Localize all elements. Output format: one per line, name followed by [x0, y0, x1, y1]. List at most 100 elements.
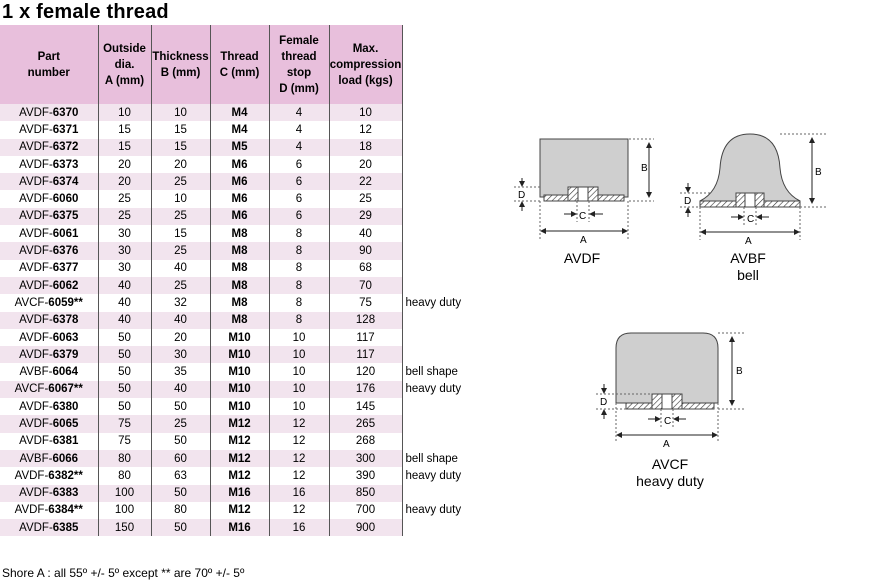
max-load-cell: 70 [328, 276, 402, 295]
thread-cell: M6 [209, 190, 269, 208]
avbf-body [699, 133, 801, 202]
table-row: AVDF-6061 30 15 M8 8 40 [0, 225, 492, 243]
thickness-cell: 50 [150, 484, 210, 502]
thickness-cell: 20 [150, 328, 210, 347]
max-load-cell: 18 [328, 138, 402, 156]
outside-dia-cell: 20 [97, 155, 151, 174]
table-body: AVDF-6370 10 10 M4 4 10 AVDF-6371 15 15 M4 4 12 AVDF… [0, 104, 492, 537]
thread-stop-cell: 10 [268, 380, 329, 399]
part-number-cell: AVDF-6373 [0, 155, 98, 174]
note-cell: bell shape [401, 363, 492, 381]
thread-cell: M10 [209, 328, 269, 347]
thickness-cell: 50 [150, 398, 210, 416]
avdf-dim-d: D [518, 190, 525, 201]
max-load-cell: 90 [328, 242, 402, 260]
part-number-cell: AVDF-6381 [0, 432, 98, 450]
spec-table: Part number Outside dia. A (mm) Thickness B … [0, 25, 492, 537]
avbf-diagram: B D C A [680, 133, 826, 247]
part-number-cell: AVDF-6065 [0, 415, 98, 433]
table-row: AVDF-6377 30 40 M8 8 68 [0, 259, 492, 277]
outside-dia-cell: 25 [97, 190, 151, 208]
outside-dia-cell: 50 [97, 398, 151, 416]
note-cell [401, 173, 492, 191]
thread-stop-cell: 12 [268, 432, 329, 450]
table-row: AVDF-6375 25 25 M6 6 29 [0, 207, 492, 226]
max-load-cell: 12 [328, 121, 402, 139]
table-row: AVDF-6381 75 50 M12 12 268 [0, 432, 492, 450]
note-cell [401, 190, 492, 208]
thread-cell: M4 [209, 104, 269, 122]
outside-dia-cell: 80 [97, 467, 151, 485]
max-load-cell: 68 [328, 259, 402, 277]
max-load-cell: 300 [328, 449, 402, 468]
avcf-label: AVCF heavy duty [636, 456, 704, 489]
max-load-cell: 390 [328, 467, 402, 485]
thickness-cell: 25 [150, 173, 210, 191]
avcf-diagram: B D C A [596, 332, 746, 450]
thread-stop-cell: 12 [268, 449, 329, 468]
thickness-cell: 25 [150, 276, 210, 295]
max-load-cell: 117 [328, 328, 402, 347]
thickness-cell: 15 [150, 225, 210, 243]
note-cell [401, 519, 492, 537]
part-number-cell: AVDF-6383 [0, 484, 98, 502]
thread-cell: M6 [209, 207, 269, 226]
thread-cell: M12 [209, 449, 269, 468]
table-row: AVDF-6372 15 15 M5 4 18 [0, 138, 492, 156]
thread-cell: M10 [209, 380, 269, 399]
avcf-body [615, 332, 719, 404]
table-row: AVDF-6385 150 50 M16 16 900 [0, 519, 492, 537]
outside-dia-cell: 80 [97, 449, 151, 468]
outside-dia-cell: 25 [97, 207, 151, 226]
part-number-cell: AVDF-6374 [0, 173, 98, 191]
thread-cell: M4 [209, 121, 269, 139]
max-load-cell: 268 [328, 432, 402, 450]
outside-dia-cell: 50 [97, 363, 151, 381]
max-load-cell: 700 [328, 501, 402, 520]
thread-cell: M6 [209, 155, 269, 174]
thread-stop-cell: 16 [268, 519, 329, 537]
thread-cell: M16 [209, 484, 269, 502]
thread-cell: M12 [209, 467, 269, 485]
thickness-cell: 30 [150, 346, 210, 364]
avbf-dim-d: D [684, 196, 691, 207]
part-number-cell: AVBF-6066 [0, 449, 98, 468]
table-row: AVCF-6067** 50 40 M10 10 176 heavy duty [0, 380, 492, 399]
outside-dia-cell: 50 [97, 380, 151, 399]
outside-dia-cell: 40 [97, 276, 151, 295]
thread-cell: M8 [209, 259, 269, 277]
note-cell [401, 138, 492, 156]
part-number-cell: AVDF-6378 [0, 311, 98, 329]
outside-dia-cell: 50 [97, 346, 151, 364]
table-row: AVDF-6371 15 15 M4 4 12 [0, 121, 492, 139]
part-number-cell: AVCF-6059** [0, 294, 98, 312]
avbf-dim-a: A [745, 236, 752, 247]
thread-stop-cell: 12 [268, 467, 329, 485]
avcf-dim-d: D [600, 397, 607, 408]
outside-dia-cell: 100 [97, 501, 151, 520]
max-load-cell: 265 [328, 415, 402, 433]
thickness-cell: 50 [150, 519, 210, 537]
note-cell [401, 242, 492, 260]
thread-cell: M10 [209, 398, 269, 416]
thread-cell: M6 [209, 173, 269, 191]
outside-dia-cell: 15 [97, 121, 151, 139]
table-row: AVDF-6383 100 50 M16 16 850 [0, 484, 492, 502]
thread-cell: M10 [209, 363, 269, 381]
thickness-cell: 15 [150, 121, 210, 139]
outside-dia-cell: 40 [97, 294, 151, 312]
thickness-cell: 40 [150, 380, 210, 399]
thread-cell: M8 [209, 294, 269, 312]
note-cell: heavy duty [401, 294, 492, 312]
note-cell [401, 398, 492, 416]
thread-stop-cell: 4 [268, 104, 329, 122]
thickness-cell: 25 [150, 415, 210, 433]
thread-cell: M8 [209, 242, 269, 260]
thread-stop-cell: 10 [268, 328, 329, 347]
shore-footnote: Shore A : all 55º +/- 5º except ** are 7… [2, 566, 245, 580]
header-note-empty [401, 25, 492, 104]
part-number-cell: AVDF-6062 [0, 276, 98, 295]
outside-dia-cell: 20 [97, 173, 151, 191]
thread-stop-cell: 6 [268, 173, 329, 191]
